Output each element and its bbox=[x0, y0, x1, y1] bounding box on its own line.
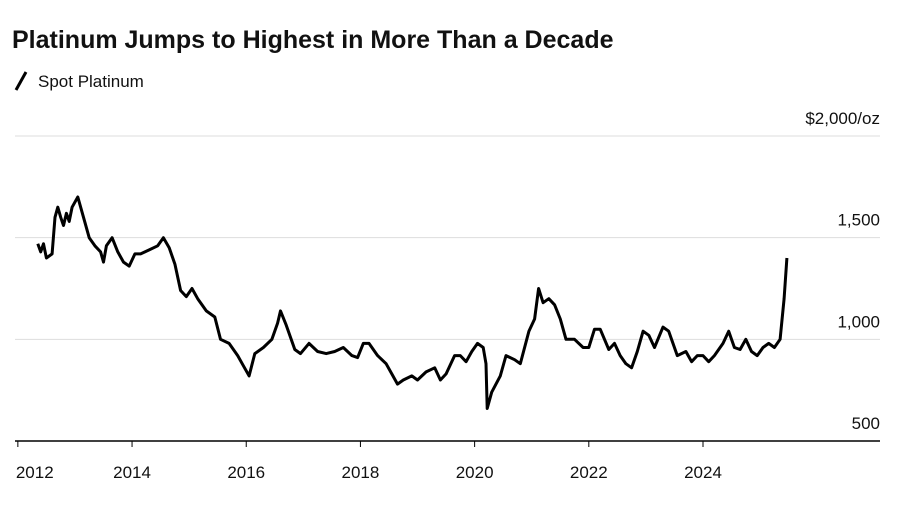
x-tick-label: 2024 bbox=[684, 463, 722, 482]
x-tick-label: 2016 bbox=[227, 463, 265, 482]
y-tick-label: 1,500 bbox=[837, 211, 880, 230]
x-tick-label: 2022 bbox=[570, 463, 608, 482]
line-series bbox=[36, 195, 789, 410]
x-tick-label: 2018 bbox=[342, 463, 380, 482]
x-tick-label: 2014 bbox=[113, 463, 151, 482]
x-tick-label: 2020 bbox=[456, 463, 494, 482]
legend-swatch bbox=[14, 71, 28, 91]
y-tick-label: 500 bbox=[852, 414, 880, 433]
legend-label: Spot Platinum bbox=[38, 72, 144, 91]
x-tick-label: 2012 bbox=[16, 463, 54, 482]
chart-title: Platinum Jumps to Highest in More Than a… bbox=[12, 26, 614, 54]
y-tick-label: $2,000/oz bbox=[805, 109, 880, 128]
y-tick-label: 1,000 bbox=[837, 312, 880, 331]
